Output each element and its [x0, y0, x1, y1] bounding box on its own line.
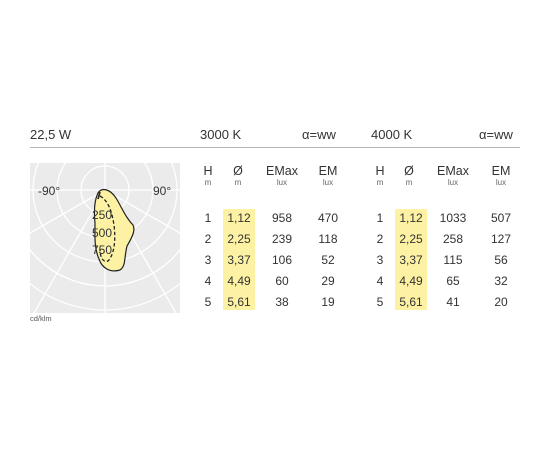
cct-4000-label: 4000 K: [371, 127, 413, 142]
col-em-label: EM: [491, 164, 511, 178]
table-4000-row-3-diameter: 3,37: [399, 253, 423, 267]
grid-ray-60-right: [104, 189, 180, 234]
table-4000-row-5-diameter: 5,61: [399, 295, 423, 309]
beam-angle-4000-label: α=ww: [479, 127, 513, 142]
grid-ray-60-left: [30, 189, 106, 234]
cct-3000-label: 3000 K: [200, 127, 242, 142]
col-em-header-4000: EM lux: [484, 165, 518, 188]
table-3000-row-3-emax: 106: [271, 253, 293, 267]
grid-ray-30-left: [33, 189, 106, 313]
table-4000-row-4-em: 32: [494, 274, 508, 288]
table-3000-row-4-emax: 60: [275, 274, 289, 288]
col-diameter-header-4000: Ø m: [397, 165, 421, 188]
angle-label-left: -90°: [38, 184, 60, 198]
header-divider: [30, 147, 520, 148]
table-4000-row-1-height: 1: [376, 211, 384, 225]
power-label: 22,5 W: [30, 127, 72, 142]
col-height-label: H: [375, 164, 385, 178]
col-em-unit: lux: [495, 178, 507, 187]
col-diameter-unit: m: [405, 178, 413, 187]
table-3000-row-2-emax: 239: [271, 232, 293, 246]
col-diameter-header-3000: Ø m: [226, 165, 250, 188]
ring-label-750: 750: [92, 243, 112, 257]
col-emax-header-3000: EMax lux: [262, 165, 302, 188]
table-3000-row-3-height: 3: [204, 253, 212, 267]
col-diameter-unit: m: [234, 178, 242, 187]
col-height-header-3000: H m: [197, 165, 219, 188]
table-3000-row-4-diameter: 4,49: [227, 274, 251, 288]
table-3000-row-5-diameter: 5,61: [227, 295, 251, 309]
col-emax-label: EMax: [266, 164, 298, 178]
table-4000-row-3-em: 56: [494, 253, 508, 267]
col-emax-header-4000: EMax lux: [433, 165, 473, 188]
table-4000-row-3-emax: 115: [443, 253, 463, 267]
table-4000-row-3-height: 3: [376, 253, 384, 267]
table-3000-row-4-height: 4: [204, 274, 212, 288]
distribution-curve-c90: [99, 195, 116, 263]
col-emax-unit: lux: [276, 178, 288, 187]
table-4000-row-5-height: 5: [376, 295, 384, 309]
col-height-label: H: [203, 164, 213, 178]
col-emax-label: EMax: [437, 164, 469, 178]
angle-label-right: 90°: [153, 184, 171, 198]
table-4000-row-4-height: 4: [376, 274, 384, 288]
col-em-unit: lux: [322, 178, 334, 187]
ring-label-250: 250: [92, 208, 112, 222]
col-height-header-4000: H m: [369, 165, 391, 188]
table-3000-row-3-em: 52: [321, 253, 335, 267]
distribution-curve: [93, 188, 135, 272]
table-3000-row-4-em: 29: [321, 274, 335, 288]
table-3000-row-1-emax: 958: [271, 211, 293, 225]
col-diameter-label: Ø: [233, 164, 243, 178]
table-3000-row-1-height: 1: [204, 211, 212, 225]
table-3000-row-2-diameter: 2,25: [227, 232, 251, 246]
table-3000-row-5-height: 5: [204, 295, 212, 309]
col-height-unit: m: [204, 178, 212, 187]
diameter-highlight-4000: [395, 209, 427, 310]
direction-mark: [97, 191, 101, 200]
table-4000-row-1-diameter: 1,12: [399, 211, 423, 225]
table-4000-row-2-emax: 258: [442, 232, 464, 246]
beam-angle-3000-label: α=ww: [302, 127, 336, 142]
table-4000-row-2-em: 127: [490, 232, 512, 246]
table-4000-row-4-emax: 65: [446, 274, 460, 288]
diameter-highlight-3000: [223, 209, 255, 310]
col-em-label: EM: [318, 164, 338, 178]
table-3000-row-2-height: 2: [204, 232, 212, 246]
polar-light-distribution-diagram: -90° 90° 250 500 750: [30, 163, 180, 313]
table-4000-row-1-emax: 1033: [439, 211, 467, 225]
table-4000-row-1-em: 507: [490, 211, 512, 225]
table-4000-row-5-emax: 41: [446, 295, 460, 309]
table-4000-row-4-diameter: 4,49: [399, 274, 423, 288]
intensity-unit-label: cd/klm: [30, 314, 52, 323]
table-4000-row-5-em: 20: [494, 295, 508, 309]
ring-label-500: 500: [92, 226, 112, 240]
table-3000-row-1-diameter: 1,12: [227, 211, 251, 225]
table-3000-row-5-em: 19: [321, 295, 335, 309]
table-4000-row-2-height: 2: [376, 232, 384, 246]
col-em-header-3000: EM lux: [311, 165, 345, 188]
table-3000-row-2-em: 118: [318, 232, 338, 246]
table-4000-row-2-diameter: 2,25: [399, 232, 423, 246]
table-3000-row-5-emax: 38: [275, 295, 289, 309]
col-emax-unit: lux: [447, 178, 459, 187]
table-3000-row-1-em: 470: [317, 211, 339, 225]
col-height-unit: m: [376, 178, 384, 187]
table-3000-row-3-diameter: 3,37: [227, 253, 251, 267]
col-diameter-label: Ø: [404, 164, 414, 178]
